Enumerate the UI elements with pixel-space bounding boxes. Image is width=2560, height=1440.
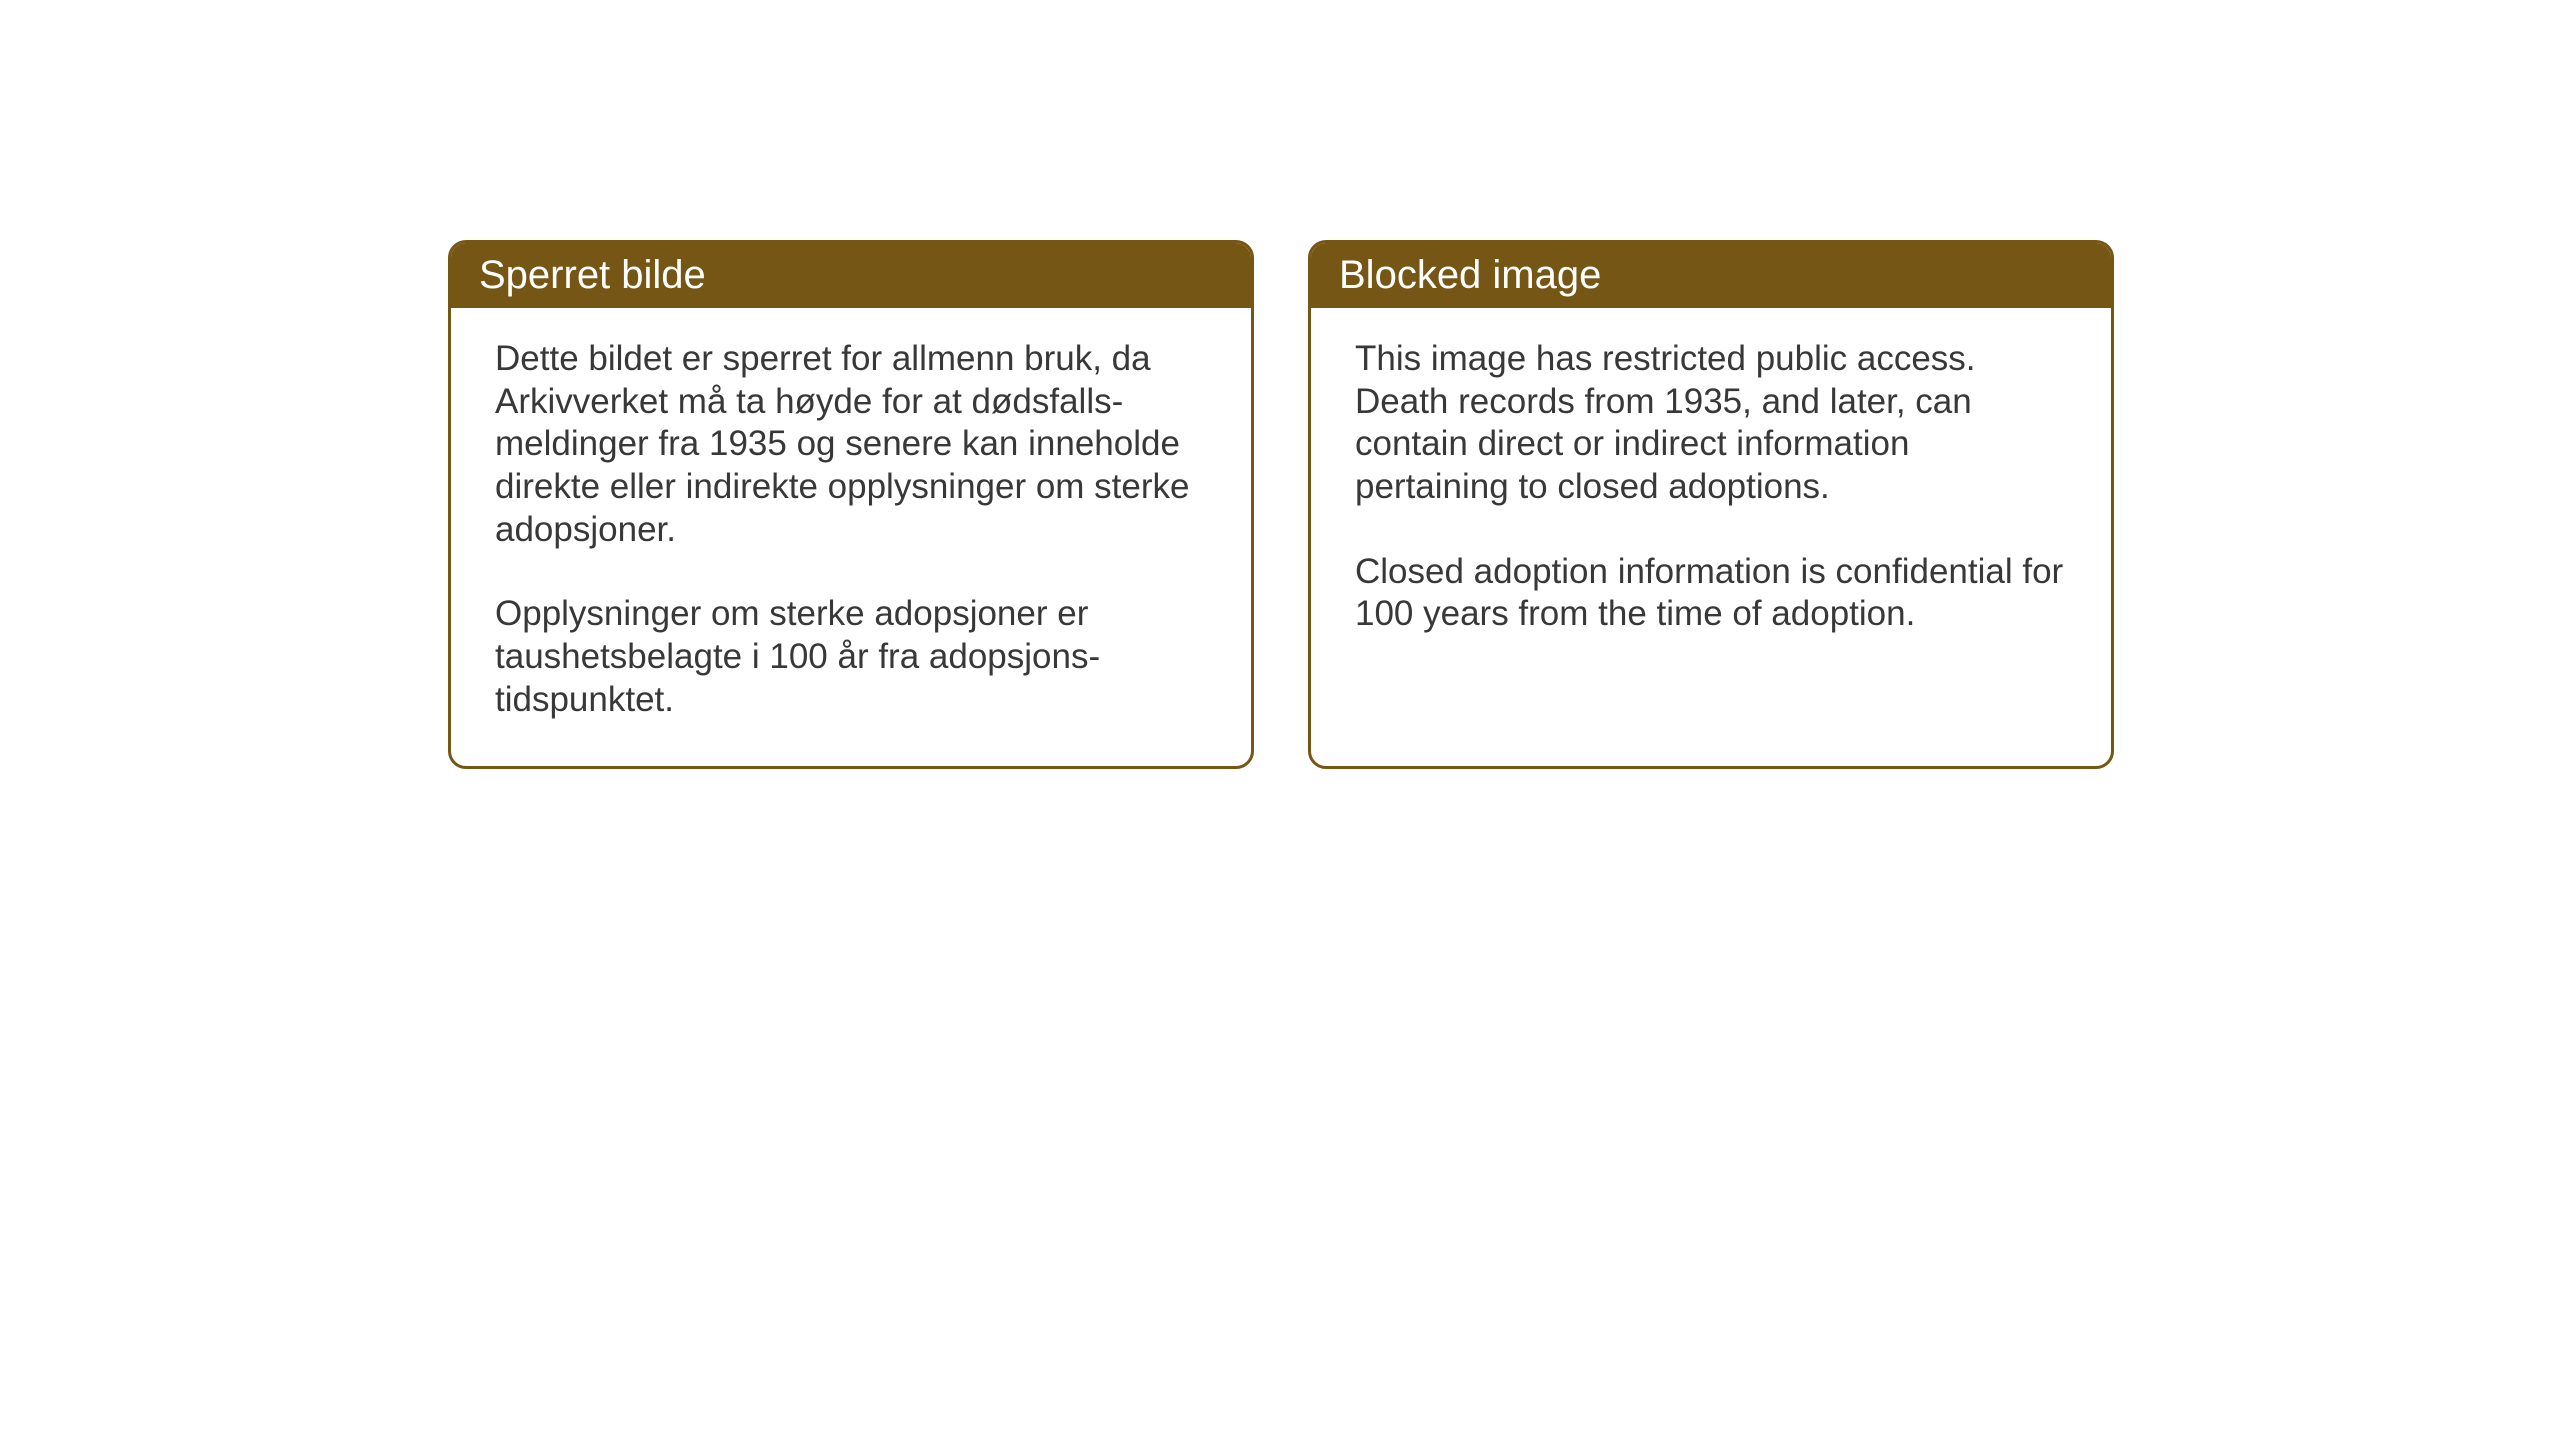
english-paragraph-2: Closed adoption information is confident… xyxy=(1355,551,2067,636)
norwegian-card-title: Sperret bilde xyxy=(451,243,1251,308)
english-card-body: This image has restricted public access.… xyxy=(1311,308,2111,724)
english-card-title: Blocked image xyxy=(1311,243,2111,308)
norwegian-card-body: Dette bildet er sperret for allmenn bruk… xyxy=(451,308,1251,766)
norwegian-paragraph-1: Dette bildet er sperret for allmenn bruk… xyxy=(495,338,1207,551)
norwegian-notice-card: Sperret bilde Dette bildet er sperret fo… xyxy=(448,240,1254,769)
english-paragraph-1: This image has restricted public access.… xyxy=(1355,338,2067,509)
norwegian-paragraph-2: Opplysninger om sterke adopsjoner er tau… xyxy=(495,593,1207,721)
notice-cards-container: Sperret bilde Dette bildet er sperret fo… xyxy=(448,240,2114,769)
english-notice-card: Blocked image This image has restricted … xyxy=(1308,240,2114,769)
